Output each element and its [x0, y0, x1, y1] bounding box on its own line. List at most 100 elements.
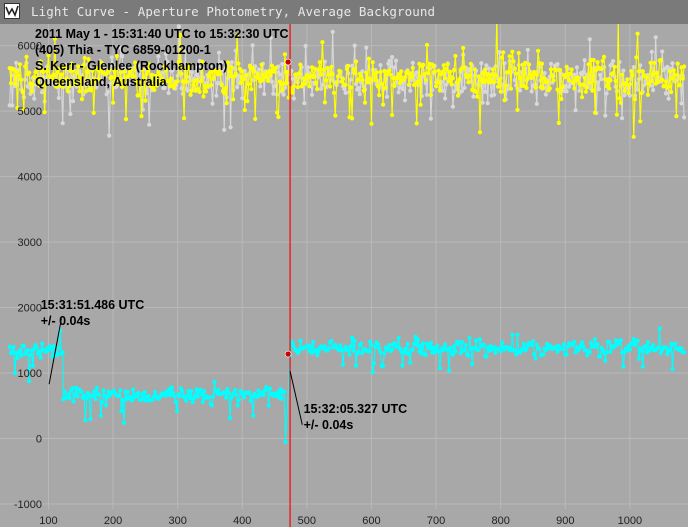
data-point [147, 62, 152, 67]
data-point [444, 82, 449, 87]
data-point [466, 80, 471, 85]
data-point [414, 343, 419, 348]
data-point [302, 76, 307, 81]
data-point [414, 121, 419, 126]
data-point [457, 77, 462, 82]
data-point [415, 79, 421, 84]
data-point [78, 75, 83, 80]
data-point [432, 350, 437, 355]
data-point [532, 69, 537, 75]
data-point [119, 409, 124, 414]
data-point [282, 52, 287, 57]
data-point [209, 403, 214, 408]
data-point [645, 92, 651, 97]
data-point [377, 93, 382, 98]
data-point [295, 85, 300, 90]
data-point [32, 74, 37, 79]
data-point [214, 93, 219, 98]
data-point [576, 75, 581, 80]
title-bar[interactable]: Light Curve - Aperture Photometry, Avera… [0, 0, 688, 24]
data-point [153, 73, 158, 79]
data-point [422, 72, 427, 77]
data-point [645, 340, 651, 345]
data-point [660, 77, 665, 82]
data-point [533, 356, 538, 361]
data-point [182, 116, 187, 121]
data-point [461, 45, 466, 51]
data-point [671, 68, 676, 73]
data-point [435, 343, 440, 348]
data-point [516, 50, 521, 56]
data-point [92, 389, 97, 394]
data-point [233, 388, 238, 393]
data-point [364, 45, 369, 50]
data-point [360, 78, 365, 83]
data-point [654, 70, 660, 75]
data-point [229, 65, 234, 70]
data-point [52, 36, 58, 41]
data-point [28, 353, 33, 358]
data-point [388, 64, 393, 69]
data-point [19, 77, 24, 82]
data-point [201, 94, 206, 99]
data-point [308, 344, 313, 349]
light-curve-app-icon[interactable] [4, 3, 20, 19]
data-point [93, 397, 98, 402]
data-point [657, 326, 662, 331]
data-point [162, 64, 167, 69]
data-point [475, 94, 480, 99]
data-point [229, 60, 234, 65]
data-point [437, 366, 442, 371]
data-point [377, 346, 382, 351]
data-point [611, 71, 616, 76]
data-point [635, 338, 640, 343]
data-point [125, 389, 130, 394]
data-point [222, 390, 227, 395]
data-point [580, 340, 585, 345]
data-point [673, 72, 678, 77]
data-point [525, 76, 530, 81]
data-point [81, 63, 86, 68]
data-point [582, 75, 587, 80]
data-point [392, 65, 397, 70]
data-point [36, 75, 41, 80]
data-point [204, 89, 209, 94]
data-point [328, 84, 333, 89]
data-point [329, 338, 334, 344]
data-point [38, 59, 43, 64]
data-point [448, 69, 453, 74]
data-point [309, 92, 315, 97]
data-point [573, 108, 578, 113]
data-point [235, 403, 240, 408]
data-point [434, 84, 439, 89]
data-point [477, 337, 483, 342]
data-point [63, 65, 68, 70]
data-point [396, 90, 401, 95]
data-point [366, 56, 371, 61]
data-point [462, 65, 467, 70]
data-point [212, 379, 217, 384]
data-point [60, 84, 65, 89]
data-point [188, 92, 193, 97]
data-point [493, 73, 498, 78]
data-point [162, 85, 167, 90]
data-point [291, 96, 296, 101]
data-point [94, 385, 99, 391]
data-point [656, 79, 661, 85]
data-point [154, 83, 160, 88]
data-point [32, 96, 37, 101]
data-point [180, 79, 185, 84]
data-point [458, 351, 463, 356]
data-point [193, 65, 198, 70]
data-point [263, 74, 268, 80]
y-tick-label: -1000 [14, 499, 42, 511]
data-point [567, 84, 572, 89]
data-point [225, 60, 231, 65]
data-point [378, 63, 383, 68]
data-point [122, 69, 127, 74]
data-point [622, 88, 627, 93]
data-point [635, 87, 640, 92]
data-point [670, 61, 675, 66]
data-point [455, 93, 461, 98]
